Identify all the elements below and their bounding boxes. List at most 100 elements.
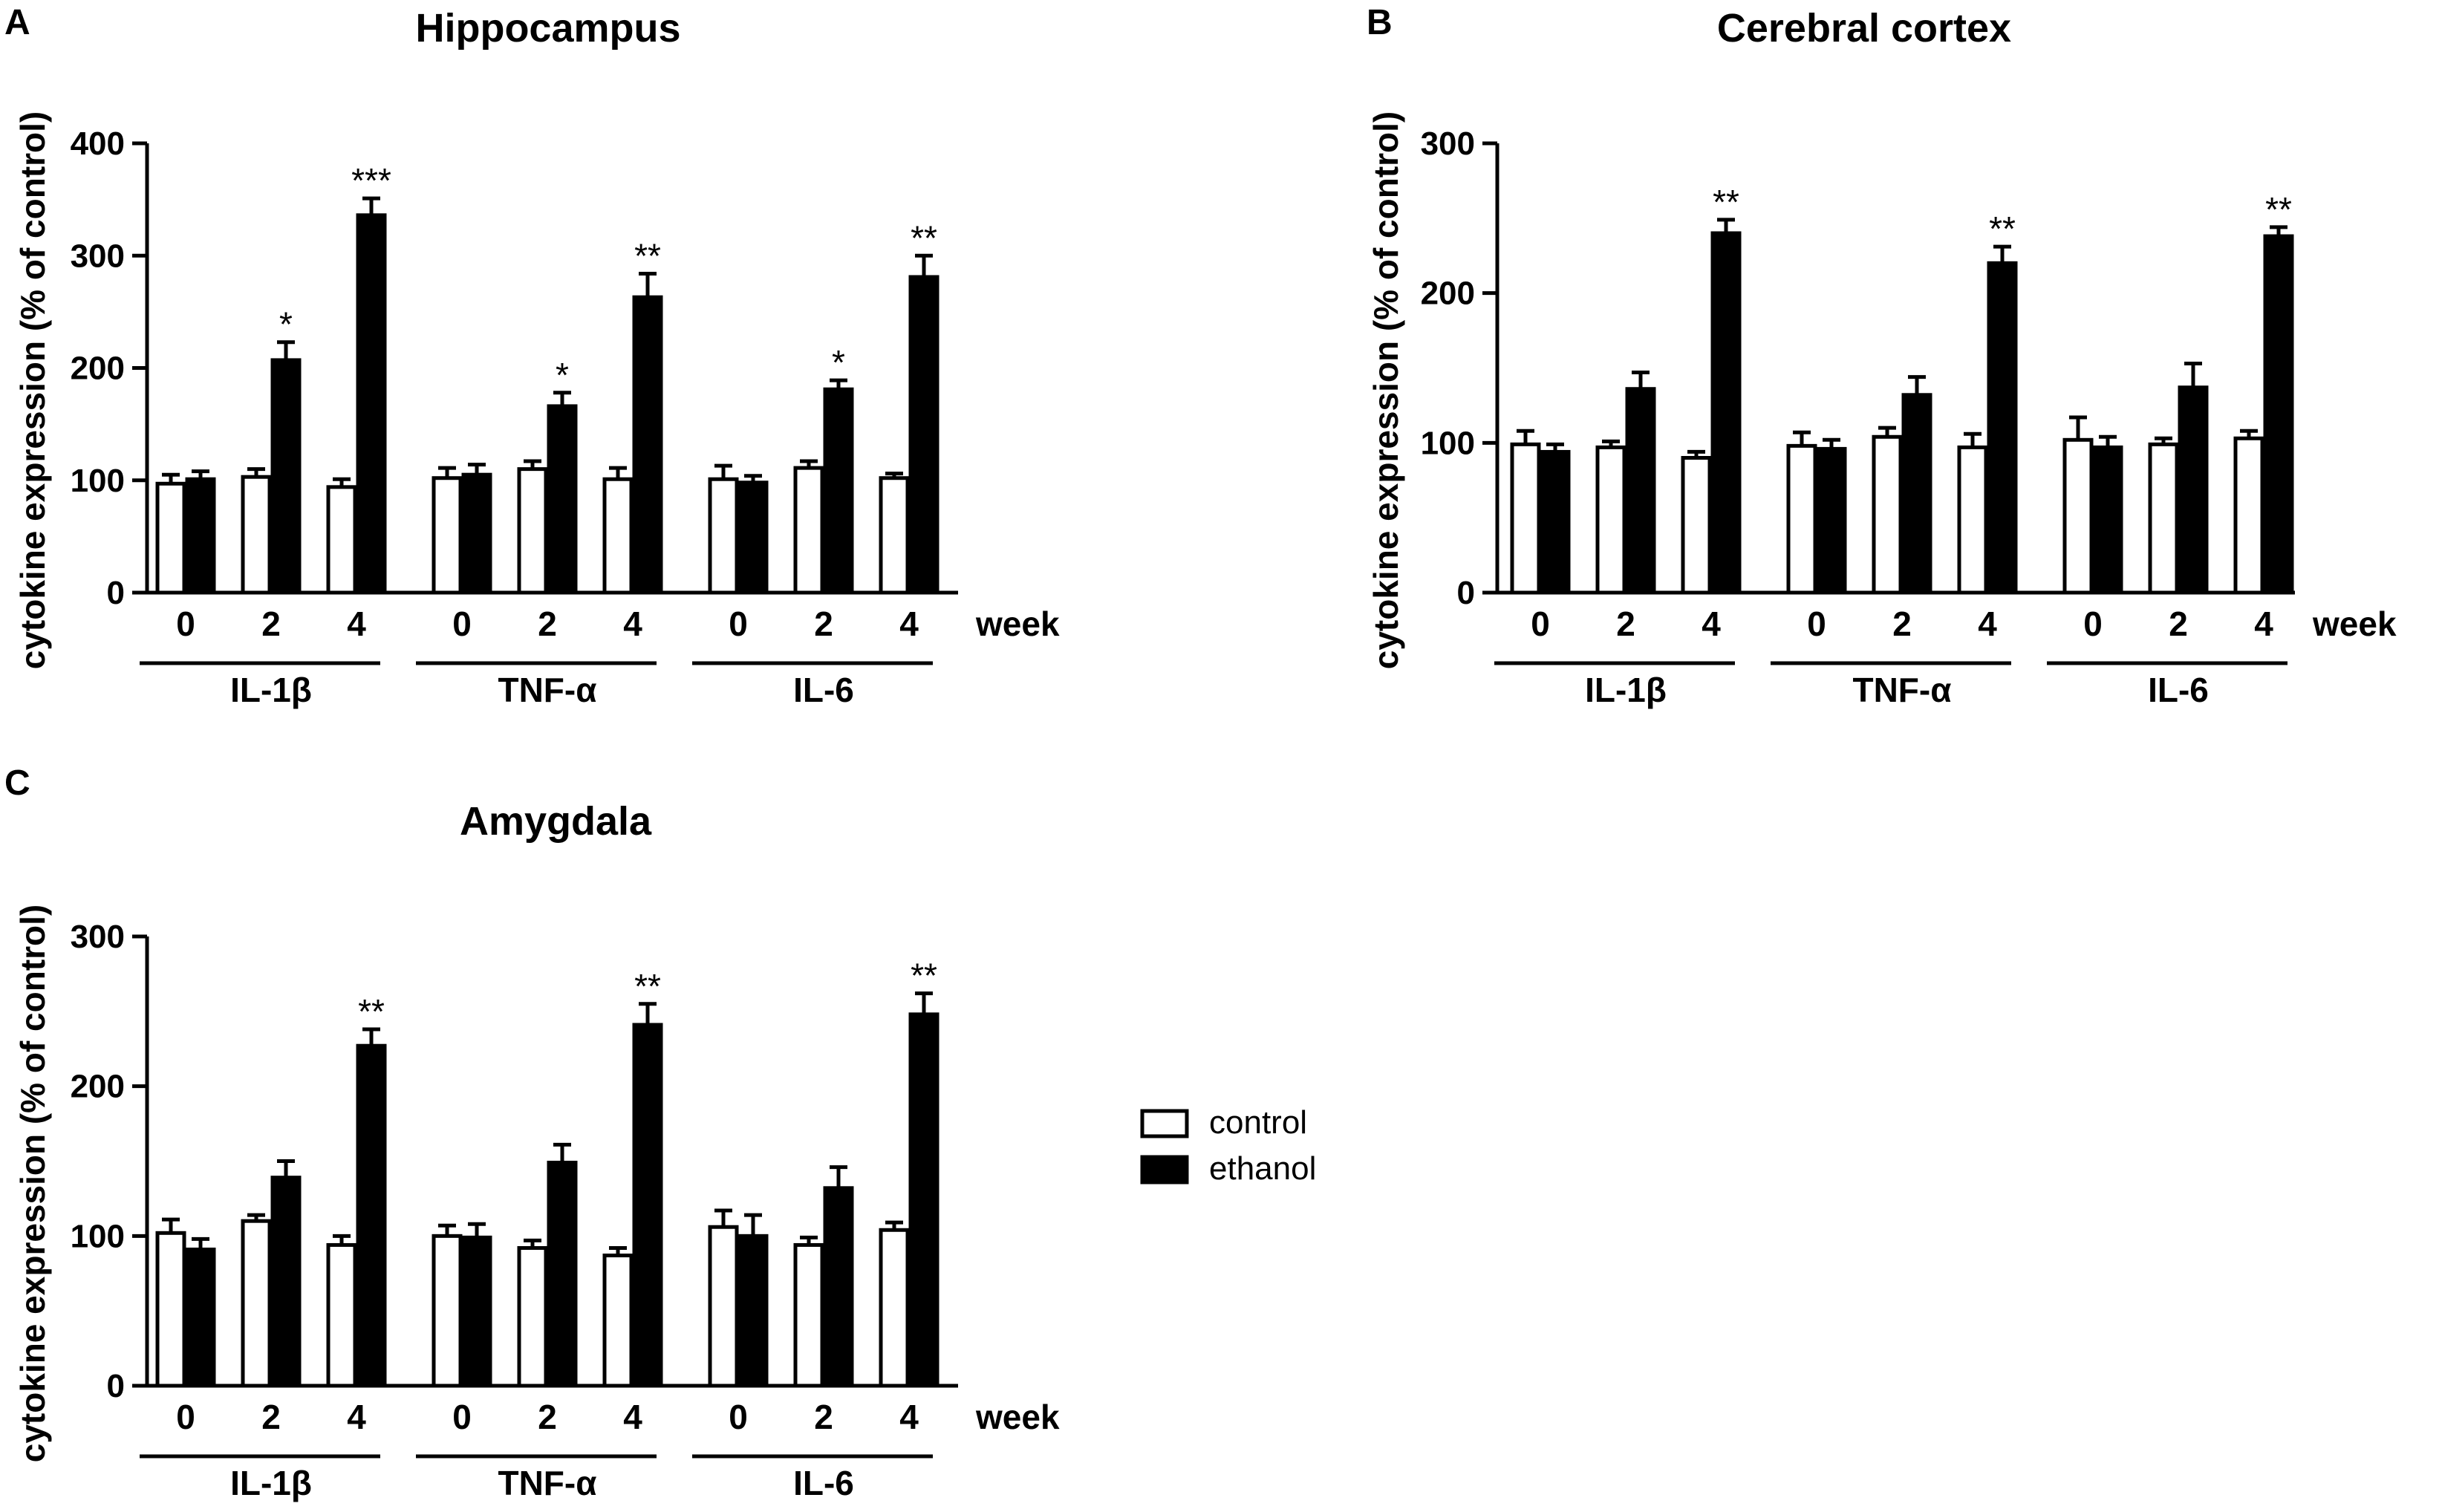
- panel-c-tnf-alpha-week-label-2: 2: [538, 1398, 557, 1436]
- panel-c-tnf-alpha-wk0-control-bar: [432, 1234, 463, 1388]
- panel-b-il-1beta-wk2-control-bar: [1595, 445, 1626, 595]
- panel-a-tnf-alpha-wk4-significance: **: [634, 236, 661, 275]
- panel-b-title: Cerebral cortex: [1717, 6, 2011, 50]
- panel-a-il-6-week-label-0: 0: [729, 605, 748, 643]
- panel-a-il-1beta-week-label-0: 0: [176, 605, 195, 643]
- panel-c-amygdala: C Amygdala cytokine expression (% of contr…: [4, 763, 1060, 1502]
- panel-a-tnf-alpha-wk2-significance: *: [556, 356, 569, 394]
- panel-a-tnf-alpha-week-label-2: 2: [538, 605, 557, 643]
- panel-c-tnf-alpha-week-label-4: 4: [623, 1398, 642, 1436]
- panel-c-il-6-group-label: IL-6: [793, 1464, 854, 1502]
- legend: control ethanol: [1140, 1104, 1316, 1187]
- panel-a-il-1beta-wk0-ethanol-bar: [185, 477, 216, 595]
- panel-c-il-1beta-wk0-control-bar: [155, 1231, 186, 1388]
- panel-b-tnf-alpha-wk4-ethanol-bar: [1987, 261, 2018, 595]
- panel-b-tnf-alpha-week-label-0: 0: [1807, 605, 1826, 643]
- panel-c-y-tick-label-100: 100: [71, 1218, 125, 1254]
- panel-b-tnf-alpha-week-label-2: 2: [1892, 605, 1912, 643]
- panel-a-il-1beta-week-label-2: 2: [261, 605, 281, 643]
- panel-a-tnf-alpha-group-label: TNF-α: [498, 671, 596, 709]
- panel-c-il-1beta-wk0-ethanol-bar: [185, 1247, 216, 1388]
- panel-b-y-axis-label: cytokine expression (% of control): [1367, 111, 1405, 669]
- panel-a-il-6-wk4-ethanol-bar: [908, 275, 940, 595]
- legend-swatch-ethanol: [1140, 1155, 1189, 1184]
- panel-a-il-1beta-wk4-significance: ***: [351, 161, 391, 200]
- panel-b-il-6-group-label: IL-6: [2148, 671, 2209, 709]
- panel-c-il-1beta-wk2-ethanol-bar: [270, 1176, 302, 1388]
- panel-c-tnf-alpha-week-label-0: 0: [452, 1398, 472, 1436]
- panel-b-il-6-wk0-control-bar: [2062, 437, 2094, 595]
- panel-b-il-1beta-wk4-ethanol-bar: [1710, 231, 1742, 595]
- panel-b-il-1beta-week-label-2: 2: [1616, 605, 1635, 643]
- panel-c-il-6-wk2-ethanol-bar: [823, 1186, 854, 1388]
- panel-a-il-6-wk2-significance: *: [832, 343, 845, 382]
- panel-b-letter: B: [1367, 3, 1393, 42]
- panel-a-il-1beta-wk4-ethanol-bar: [356, 213, 387, 595]
- panel-b-x-axis-label: week: [2312, 605, 2397, 643]
- panel-c-tnf-alpha-group-label: TNF-α: [498, 1464, 596, 1502]
- panel-b-cerebral-cortex: B Cerebral cortex cytokine expression (% o…: [1367, 3, 2397, 709]
- legend-label-control: control: [1209, 1104, 1307, 1141]
- panel-b-il-1beta-week-label-0: 0: [1531, 605, 1550, 643]
- panel-c-il-1beta-wk4-significance: **: [358, 992, 385, 1031]
- panel-a-letter: A: [4, 3, 30, 42]
- panel-b-il-6-wk4-control-bar: [2233, 436, 2264, 595]
- panel-c-il-6-week-label-0: 0: [729, 1398, 748, 1436]
- panel-a-il-6-week-label-2: 2: [814, 605, 833, 643]
- panel-a-y-tick-label-200: 200: [71, 351, 125, 387]
- panel-a-il-6-wk2-control-bar: [793, 466, 824, 595]
- panel-a-hippocampus: A Hippocampus cytokine expression (% of co…: [4, 3, 1060, 709]
- panel-c-il-1beta-week-label-4: 4: [347, 1398, 366, 1436]
- panel-a-tnf-alpha-wk2-control-bar: [517, 467, 548, 595]
- panel-c-il-6-wk4-significance: **: [911, 957, 937, 995]
- panel-b-y-tick-label-200: 200: [1421, 276, 1475, 312]
- panel-b-tnf-alpha-wk0-control-bar: [1786, 443, 1817, 595]
- panel-b-il-6-wk2-control-bar: [2148, 442, 2179, 595]
- panel-b-tnf-alpha-wk4-significance: **: [1989, 209, 2016, 248]
- panel-a-il-1beta-wk2-ethanol-bar: [270, 358, 302, 595]
- panel-b-il-6-week-label-2: 2: [2169, 605, 2188, 643]
- panel-c-y-axis-label: cytokine expression (% of control): [13, 905, 52, 1462]
- panel-b-il-1beta-week-label-4: 4: [1702, 605, 1721, 643]
- panel-c-tnf-alpha-wk0-ethanol-bar: [461, 1235, 492, 1388]
- panel-c-y-tick-label-0: 0: [107, 1368, 125, 1404]
- panel-a-x-axis-label: week: [975, 605, 1060, 643]
- panel-b-il-6-week-label-0: 0: [2083, 605, 2103, 643]
- panel-a-tnf-alpha-wk0-control-bar: [432, 476, 463, 595]
- panel-a-y-axis-label: cytokine expression (% of control): [13, 111, 52, 669]
- panel-a-tnf-alpha-wk4-ethanol-bar: [632, 295, 663, 595]
- panel-c-il-1beta-wk4-control-bar: [326, 1242, 357, 1388]
- panel-a-title: Hippocampus: [415, 6, 680, 50]
- panel-c-il-1beta-wk2-control-bar: [241, 1219, 272, 1388]
- panel-b-il-6-wk4-significance: **: [2265, 190, 2292, 229]
- panel-a-il-6-week-label-4: 4: [899, 605, 919, 643]
- panel-a-il-1beta-wk4-control-bar: [326, 485, 357, 595]
- panel-c-x-axis-label: week: [975, 1398, 1060, 1436]
- panel-a-il-1beta-wk2-significance: *: [279, 305, 293, 344]
- panel-a-y-tick-label-300: 300: [71, 238, 125, 274]
- panel-c-tnf-alpha-wk4-control-bar: [602, 1254, 634, 1388]
- panel-c-tnf-alpha-wk4-significance: **: [634, 967, 661, 1006]
- panel-b-il-6-wk0-ethanol-bar: [2092, 445, 2123, 595]
- panel-b-tnf-alpha-wk4-control-bar: [1957, 445, 1988, 595]
- panel-c-il-6-wk4-control-bar: [879, 1228, 910, 1388]
- panel-b-il-1beta-wk0-control-bar: [1510, 442, 1541, 595]
- panel-b-il-1beta-group-label: IL-1β: [1585, 671, 1667, 709]
- panel-b-il-1beta-wk2-ethanol-bar: [1625, 387, 1656, 595]
- panel-b-tnf-alpha-wk2-ethanol-bar: [1901, 393, 1932, 595]
- panel-a-il-1beta-wk2-control-bar: [241, 475, 272, 595]
- panel-a-il-1beta-week-label-4: 4: [347, 605, 366, 643]
- panel-c-tnf-alpha-wk2-ethanol-bar: [547, 1161, 578, 1388]
- panel-a-il-6-wk4-significance: **: [911, 218, 937, 257]
- panel-c-il-6-wk0-control-bar: [708, 1225, 739, 1388]
- panel-b-tnf-alpha-wk0-ethanol-bar: [1816, 446, 1847, 595]
- panel-a-il-6-wk0-ethanol-bar: [737, 480, 769, 595]
- panel-a-il-6-group-label: IL-6: [793, 671, 854, 709]
- panel-b-y-tick-label-300: 300: [1421, 126, 1475, 162]
- panel-a-y-tick-label-400: 400: [71, 126, 125, 162]
- panel-c-il-6-week-label-4: 4: [899, 1398, 919, 1436]
- panel-a-il-6-wk2-ethanol-bar: [823, 387, 854, 595]
- panel-a-tnf-alpha-week-label-0: 0: [452, 605, 472, 643]
- panel-c-title: Amygdala: [460, 799, 652, 844]
- panel-b-il-1beta-wk0-ethanol-bar: [1540, 449, 1571, 595]
